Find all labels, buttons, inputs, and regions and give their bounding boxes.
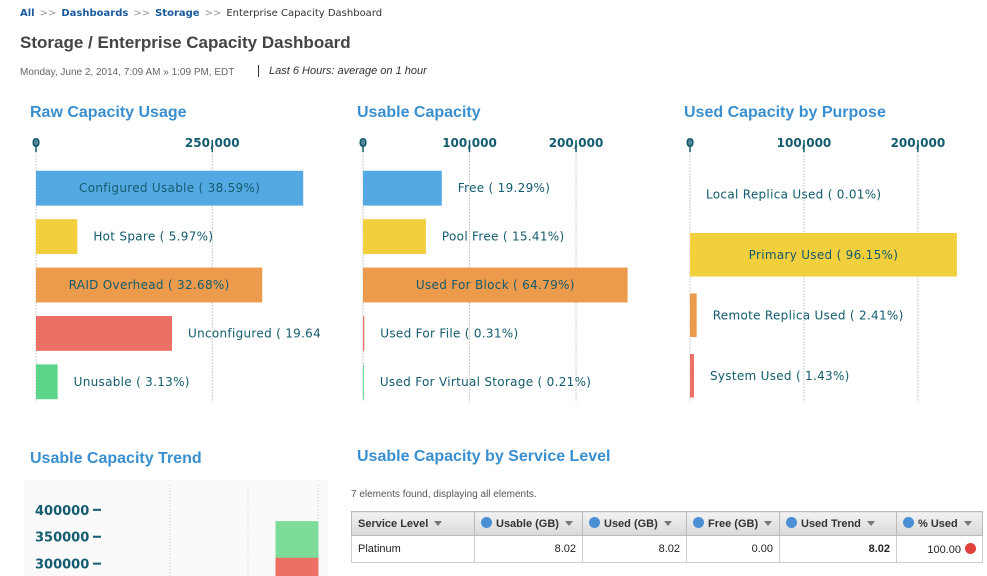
cell: Platinum xyxy=(351,535,475,563)
time-range: Monday, June 2, 2014, 7:09 AM » 1:09 PM,… xyxy=(20,67,235,78)
bar xyxy=(363,219,426,255)
bar xyxy=(36,219,78,255)
cell: 8.02 xyxy=(474,535,583,563)
y-tick-label: 300000 xyxy=(35,558,89,573)
info-icon xyxy=(786,517,797,528)
cell-text: 100.00 xyxy=(927,543,961,556)
table-row: Platinum 8.02 8.02 0.00 8.02 100.00 xyxy=(351,535,983,563)
page-title: Storage / Enterprise Capacity Dashboard xyxy=(20,33,351,52)
bar-label: Used For Virtual Storage ( 0.21%) xyxy=(380,375,591,389)
header-text: Used Trend xyxy=(801,518,861,530)
header-text: Service Level xyxy=(358,517,429,530)
bar-label: Used For File ( 0.31%) xyxy=(380,326,518,340)
table-title: Usable Capacity by Service Level xyxy=(357,448,611,465)
cell: 8.02 xyxy=(582,535,687,563)
header-text: Used (GB) xyxy=(604,518,658,530)
header-text: Usable (GB) xyxy=(496,518,559,530)
breadcrumb: All >> Dashboards >> Storage >> Enterprise Cap… xyxy=(20,8,382,19)
header-text: % Used xyxy=(918,518,958,530)
bar-label: Configured Usable ( 38.59%) xyxy=(79,181,260,195)
bar xyxy=(363,170,442,206)
chart-title: Used Capacity by Purpose xyxy=(684,104,886,121)
bar-label: Used For Block ( 64.79%) xyxy=(416,278,575,292)
column-header[interactable]: Used Trend xyxy=(779,511,897,536)
bar-label: Hot Spare ( 5.97%) xyxy=(93,230,213,244)
sort-icon xyxy=(663,521,672,526)
bar-label: Unusable ( 3.13%) xyxy=(74,375,190,389)
bar xyxy=(36,267,263,303)
sort-icon xyxy=(764,521,773,526)
bar xyxy=(363,267,628,303)
cell: 0.00 xyxy=(686,535,780,563)
separator: >> xyxy=(204,8,222,19)
y-tick-label: 400000 xyxy=(35,504,89,519)
column-header[interactable]: Used (GB) xyxy=(582,511,687,536)
bar xyxy=(36,364,58,400)
bar-label: Primary Used ( 96.15%) xyxy=(749,248,899,262)
header-text: Free (GB) xyxy=(708,518,759,530)
table-summary: 7 elements found, displaying all element… xyxy=(351,489,537,500)
bar-label: Local Replica Used ( 0.01%) xyxy=(706,187,881,201)
bar-label: System Used ( 1.43%) xyxy=(710,369,850,383)
sort-icon xyxy=(434,520,443,526)
bar xyxy=(690,232,957,277)
cell: 8.02 xyxy=(779,535,897,563)
separator: >> xyxy=(39,8,57,19)
column-header[interactable]: Usable (GB) xyxy=(474,511,583,536)
chart-title: Usable Capacity xyxy=(357,104,481,121)
sort-icon xyxy=(564,521,573,526)
chart-title: Raw Capacity Usage xyxy=(30,104,187,121)
chart-title: Usable Capacity Trend xyxy=(30,450,202,467)
cell: 100.00 xyxy=(896,535,983,563)
bar-label: Remote Replica Used ( 2.41%) xyxy=(713,308,904,322)
interval[interactable]: Last 6 Hours: average on 1 hour xyxy=(258,65,427,77)
bar xyxy=(690,353,694,398)
bar xyxy=(690,293,697,338)
info-icon xyxy=(693,517,704,528)
sort-icon xyxy=(963,521,972,526)
crumb[interactable]: Dashboards xyxy=(61,8,129,19)
separator: >> xyxy=(133,8,151,19)
crumb-current: Enterprise Capacity Dashboard xyxy=(226,8,383,19)
bar xyxy=(36,315,173,351)
column-header[interactable]: Free (GB) xyxy=(686,511,780,536)
bar xyxy=(36,170,304,206)
bar-label: RAID Overhead ( 32.68%) xyxy=(69,278,230,292)
info-icon xyxy=(481,517,492,528)
bar xyxy=(363,315,365,351)
crumb[interactable]: Storage xyxy=(155,8,200,19)
bar xyxy=(363,364,364,400)
y-tick-label: 350000 xyxy=(35,531,89,546)
bar-label: Free ( 19.29%) xyxy=(458,181,550,195)
service-level-table: Service Level Usable (GB) Used (GB) Free… xyxy=(351,511,983,563)
header-row: Service Level Usable (GB) Used (GB) Free… xyxy=(351,511,983,536)
crumb[interactable]: All xyxy=(20,8,35,19)
info-icon xyxy=(589,517,600,528)
column-header[interactable]: Service Level xyxy=(351,511,475,536)
info-icon xyxy=(903,517,914,528)
area xyxy=(275,557,319,576)
sort-icon xyxy=(866,521,875,526)
alert-icon xyxy=(965,542,976,554)
bar-label: Pool Free ( 15.41%) xyxy=(442,230,565,244)
column-header[interactable]: % Used xyxy=(896,511,983,536)
bar-label: Unconfigured ( 19.64 xyxy=(188,326,321,340)
